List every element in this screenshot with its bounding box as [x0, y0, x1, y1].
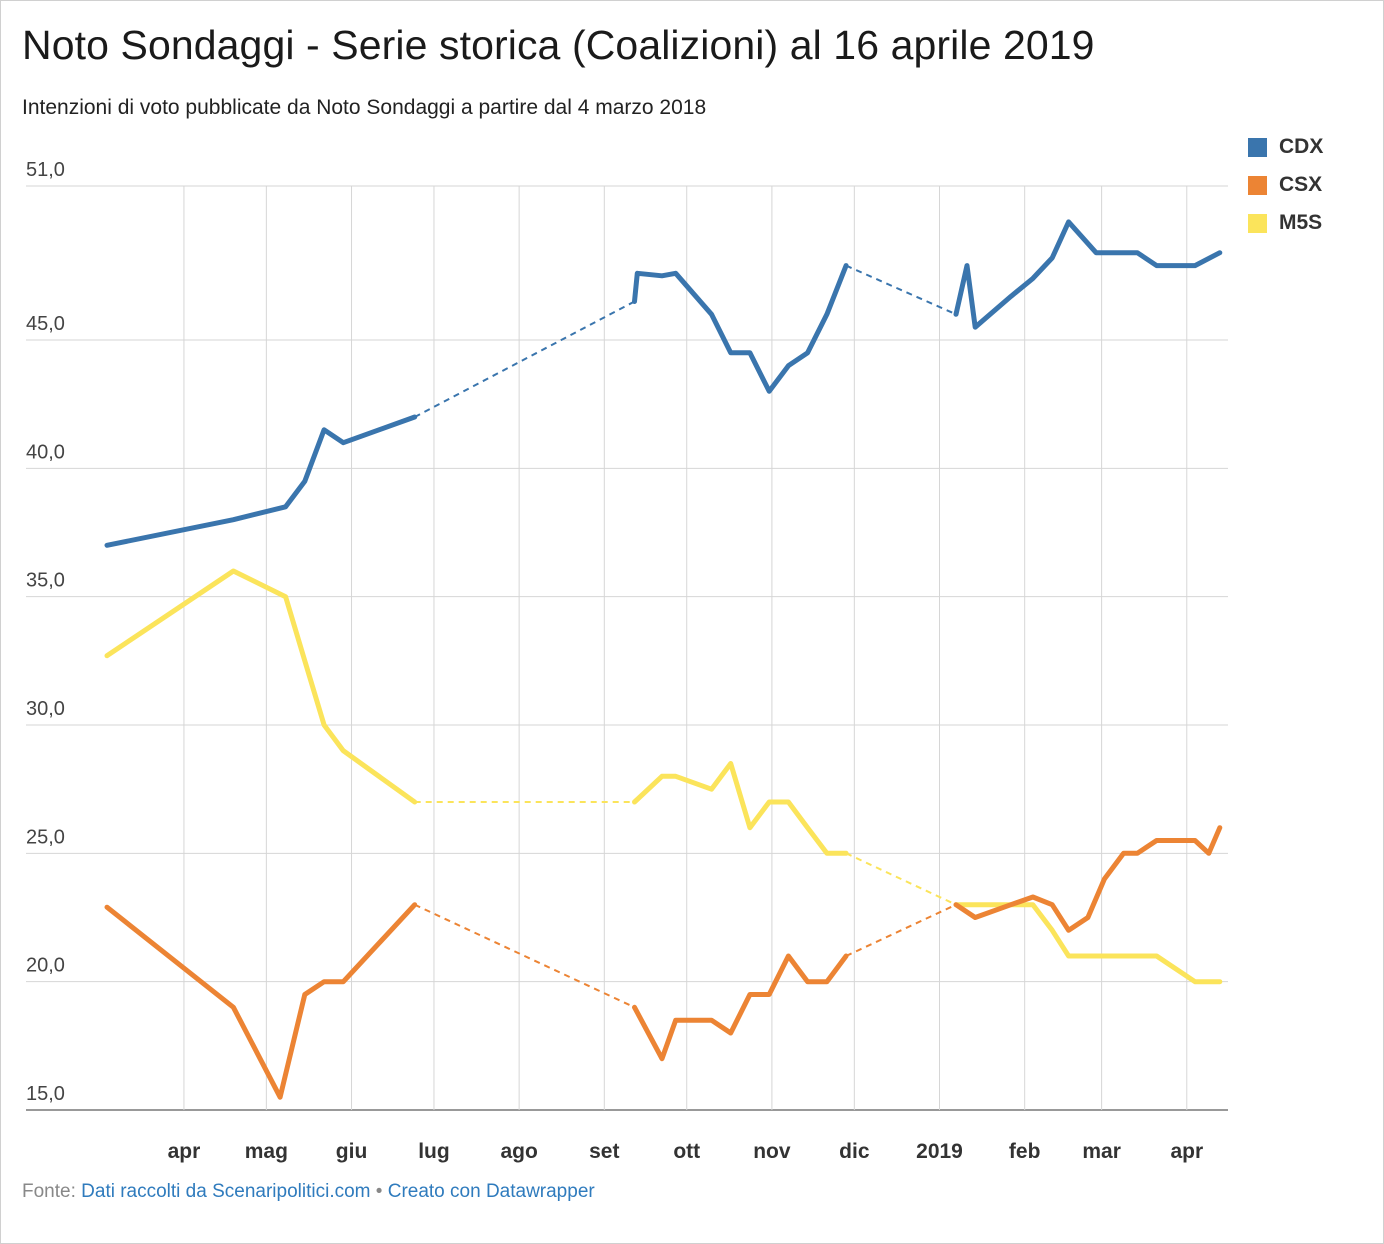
grid-layer — [26, 185, 1228, 1111]
x-tick-label: mag — [245, 1140, 288, 1163]
legend-item-csx: CSX — [1248, 166, 1323, 204]
x-tick-label: ago — [500, 1140, 537, 1163]
series-m5s-line — [953, 902, 1223, 985]
series-cdx-line — [632, 263, 849, 394]
axis-layer: 51,0 45,0 40,0 35,0 30,0 25,0 20,0 15,0 apr mag gi… — [26, 159, 1203, 1163]
x-tick-label: ott — [673, 1140, 700, 1163]
series-csx-line — [104, 902, 418, 1100]
y-tick-label: 15,0 — [26, 1083, 65, 1105]
x-tick-label: feb — [1009, 1140, 1041, 1163]
chart-title: Noto Sondaggi - Serie storica (Coalizion… — [22, 22, 1095, 68]
legend: CDX CSX M5S — [1248, 128, 1323, 242]
x-tick-label: apr — [1170, 1140, 1203, 1163]
series-m5s-gap-line — [845, 852, 957, 906]
x-tick-label: mar — [1082, 1140, 1121, 1163]
x-tick-label: set — [589, 1140, 619, 1163]
series-cdx — [104, 219, 1223, 548]
x-tick-label: nov — [753, 1140, 791, 1163]
x-tick-label: apr — [168, 1140, 201, 1163]
legend-swatch-cdx — [1248, 137, 1267, 157]
y-tick-label: 51,0 — [26, 159, 65, 181]
y-tick-label: 25,0 — [26, 826, 65, 848]
legend-swatch-m5s — [1248, 213, 1267, 233]
series-layer — [104, 219, 1223, 1100]
series-csx-line — [953, 825, 1223, 933]
y-tick-label: 45,0 — [26, 313, 65, 335]
footer: Fonte: Dati raccolti da Scenaripolitici.… — [22, 1181, 595, 1203]
footer-source-prefix: Fonte: — [22, 1181, 76, 1202]
y-tick-label: 30,0 — [26, 698, 65, 720]
chart-subtitle: Intenzioni di voto pubblicate da Noto So… — [22, 96, 707, 119]
y-tick-label: 20,0 — [26, 955, 65, 977]
x-tick-label: 2019 — [916, 1140, 963, 1163]
series-csx-gap-line — [414, 903, 635, 1009]
x-tick-label: giu — [336, 1140, 368, 1163]
footer-separator: • — [375, 1181, 383, 1202]
footer-source-link[interactable]: Dati raccolti da Scenaripolitici.com — [81, 1181, 371, 1202]
series-cdx-gap-line — [845, 264, 957, 316]
x-tick-label: lug — [418, 1140, 450, 1163]
legend-swatch-csx — [1248, 175, 1267, 195]
series-cdx-line — [953, 219, 1223, 330]
y-tick-label: 35,0 — [26, 570, 65, 592]
legend-label-cdx: CDX — [1279, 135, 1324, 158]
legend-label-csx: CSX — [1279, 173, 1323, 196]
series-csx-line — [632, 953, 849, 1062]
series-csx — [104, 825, 1223, 1100]
series-m5s — [104, 568, 1223, 985]
series-cdx-gap-line — [414, 300, 635, 418]
legend-label-m5s: M5S — [1279, 211, 1323, 234]
footer-made-with-link[interactable]: Creato con Datawrapper — [387, 1181, 595, 1202]
legend-item-cdx: CDX — [1248, 128, 1323, 166]
series-csx-gap-line — [845, 903, 957, 957]
y-tick-label: 40,0 — [26, 441, 65, 463]
series-cdx-line — [104, 414, 418, 548]
legend-item-m5s: M5S — [1248, 204, 1323, 242]
series-m5s-line — [104, 568, 418, 805]
series-m5s-line — [632, 761, 849, 856]
x-tick-label: dic — [839, 1140, 870, 1163]
